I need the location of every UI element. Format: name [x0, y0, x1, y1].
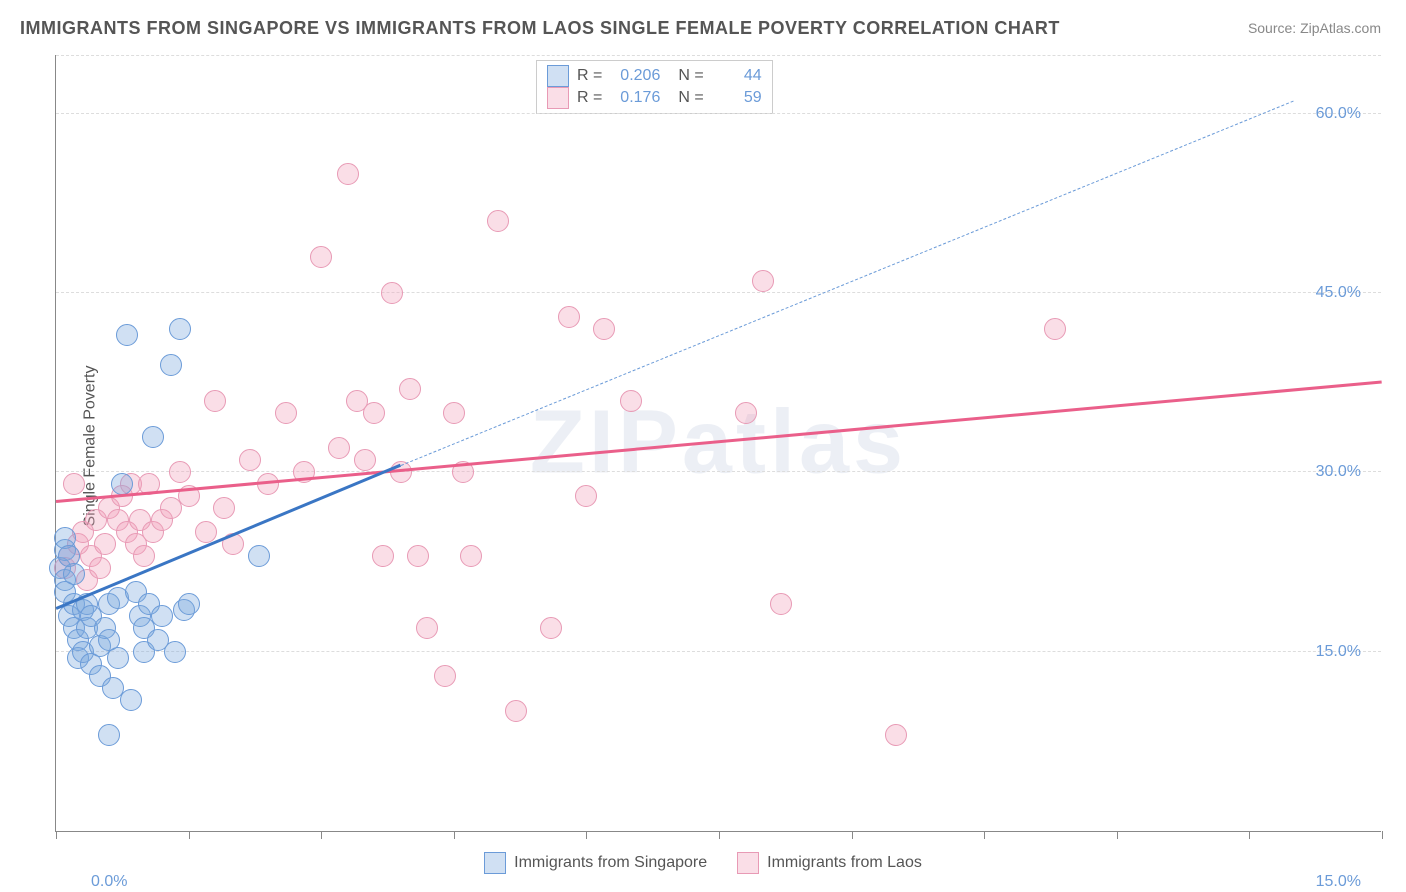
y-tick-label: 30.0%: [1316, 463, 1361, 481]
point-laos: [460, 545, 482, 567]
watermark: ZIPatlas: [530, 392, 907, 495]
x-max-label: 15.0%: [1316, 873, 1361, 891]
plot-area: ZIPatlas R =0.206N =44R =0.176N =59 0.0%…: [55, 55, 1381, 832]
bottom-legend: Immigrants from Singapore Immigrants from…: [0, 852, 1406, 874]
point-laos: [239, 449, 261, 471]
point-singapore: [160, 354, 182, 376]
point-laos: [363, 402, 385, 424]
point-laos: [204, 390, 226, 412]
x-tick: [984, 831, 985, 839]
x-tick: [56, 831, 57, 839]
point-laos: [354, 449, 376, 471]
point-laos: [63, 473, 85, 495]
point-singapore: [120, 689, 142, 711]
point-singapore: [63, 563, 85, 585]
legend-label: Immigrants from Singapore: [514, 854, 707, 872]
point-laos: [328, 437, 350, 459]
chart-container: IMMIGRANTS FROM SINGAPORE VS IMMIGRANTS …: [0, 0, 1406, 892]
x-min-label: 0.0%: [91, 873, 127, 891]
gridline: [56, 55, 1381, 56]
gridline: [56, 292, 1381, 293]
legend-label: Immigrants from Laos: [767, 854, 922, 872]
point-laos: [434, 665, 456, 687]
point-laos: [416, 617, 438, 639]
point-laos: [257, 473, 279, 495]
point-laos: [1044, 318, 1066, 340]
point-singapore: [116, 324, 138, 346]
legend-swatch: [484, 852, 506, 874]
legend-item: Immigrants from Singapore: [484, 852, 707, 874]
point-laos: [275, 402, 297, 424]
x-tick: [1249, 831, 1250, 839]
point-laos: [770, 593, 792, 615]
point-singapore: [164, 641, 186, 663]
n-label: N =: [678, 67, 703, 85]
point-laos: [399, 378, 421, 400]
point-laos: [752, 270, 774, 292]
point-laos: [593, 318, 615, 340]
point-laos: [735, 402, 757, 424]
source-label: Source: ZipAtlas.com: [1248, 20, 1381, 36]
point-laos: [407, 545, 429, 567]
n-value: 44: [712, 67, 762, 85]
stats-row: R = 0.206 N = 44: [547, 65, 762, 87]
x-tick: [1382, 831, 1383, 839]
point-laos: [620, 390, 642, 412]
point-laos: [133, 545, 155, 567]
point-laos: [94, 533, 116, 555]
point-laos: [169, 461, 191, 483]
legend-item: Immigrants from Laos: [737, 852, 922, 874]
y-tick-label: 15.0%: [1316, 643, 1361, 661]
point-laos: [310, 246, 332, 268]
x-tick: [719, 831, 720, 839]
gridline: [56, 113, 1381, 114]
n-label: N =: [678, 89, 703, 107]
point-singapore: [98, 724, 120, 746]
point-laos: [487, 210, 509, 232]
x-tick: [321, 831, 322, 839]
x-tick: [586, 831, 587, 839]
n-value: 59: [712, 89, 762, 107]
point-laos: [885, 724, 907, 746]
point-singapore: [107, 647, 129, 669]
legend-swatch: [547, 65, 569, 87]
x-tick: [852, 831, 853, 839]
stats-box: R = 0.206 N = 44 R = 0.176 N = 59: [536, 60, 773, 114]
point-laos: [443, 402, 465, 424]
legend-swatch: [547, 87, 569, 109]
x-tick: [454, 831, 455, 839]
point-laos: [337, 163, 359, 185]
x-tick: [189, 831, 190, 839]
point-singapore: [169, 318, 191, 340]
point-laos: [213, 497, 235, 519]
chart-title: IMMIGRANTS FROM SINGAPORE VS IMMIGRANTS …: [20, 18, 1060, 39]
stats-row: R = 0.176 N = 59: [547, 87, 762, 109]
r-label: R =: [577, 89, 602, 107]
trendline-dashed: [401, 101, 1294, 467]
y-tick-label: 45.0%: [1316, 284, 1361, 302]
y-tick-label: 60.0%: [1316, 105, 1361, 123]
point-laos: [381, 282, 403, 304]
point-laos: [89, 557, 111, 579]
gridline: [56, 471, 1381, 472]
r-value: 0.176: [610, 89, 660, 107]
trendline: [56, 380, 1382, 502]
legend-swatch: [737, 852, 759, 874]
point-laos: [372, 545, 394, 567]
point-singapore: [178, 593, 200, 615]
point-laos: [540, 617, 562, 639]
point-singapore: [248, 545, 270, 567]
r-value: 0.206: [610, 67, 660, 85]
point-singapore: [142, 426, 164, 448]
point-singapore: [151, 605, 173, 627]
point-singapore: [111, 473, 133, 495]
point-laos: [558, 306, 580, 328]
point-laos: [505, 700, 527, 722]
r-label: R =: [577, 67, 602, 85]
point-laos: [575, 485, 597, 507]
gridline: [56, 651, 1381, 652]
x-tick: [1117, 831, 1118, 839]
